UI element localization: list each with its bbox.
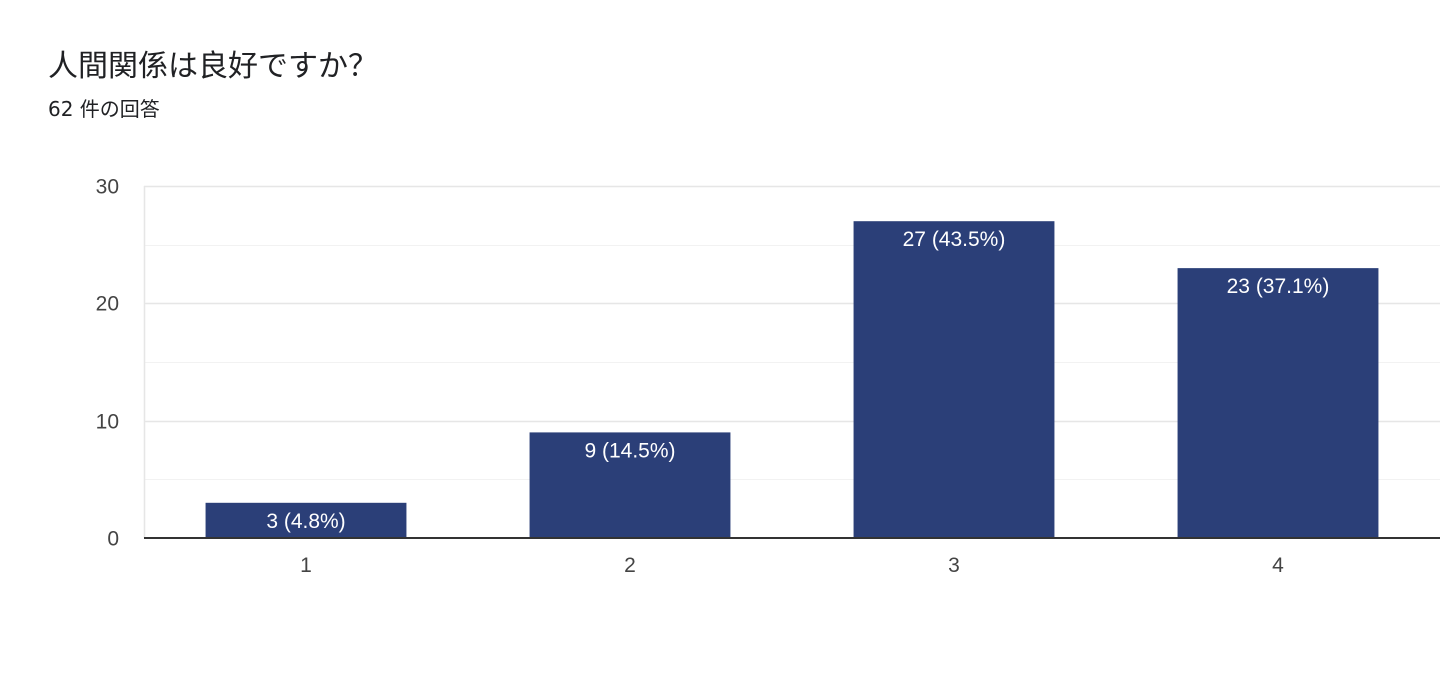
y-tick-label: 0 (107, 528, 119, 551)
bar[interactable] (853, 221, 1055, 538)
question-title: 人間関係は良好ですか？ (48, 49, 378, 84)
x-tick-label: 4 (1272, 554, 1284, 577)
bar[interactable] (205, 502, 407, 538)
bar-data-label: 27 (43.5%) (903, 228, 1006, 251)
bar-data-label: 3 (4.8%) (266, 510, 345, 533)
bar-data-label: 9 (14.5%) (584, 439, 675, 462)
y-tick-label: 30 (96, 176, 119, 199)
axes: 0 10 20 30 1 2 3 4 (96, 176, 1440, 577)
bars: 3 (4.8%) 9 (14.5%) 27 (43.5%) 23 (37.1%) (205, 221, 1379, 538)
x-tick-label: 1 (300, 554, 312, 577)
response-count: 62 件の回答 (48, 97, 160, 121)
bar-data-label: 23 (37.1%) (1227, 275, 1330, 298)
x-tick-label: 2 (624, 554, 636, 577)
y-tick-label: 10 (96, 411, 119, 434)
x-tick-label: 3 (948, 554, 960, 577)
y-tick-label: 20 (96, 293, 119, 316)
bar[interactable] (529, 432, 731, 538)
bar[interactable] (1177, 268, 1379, 538)
